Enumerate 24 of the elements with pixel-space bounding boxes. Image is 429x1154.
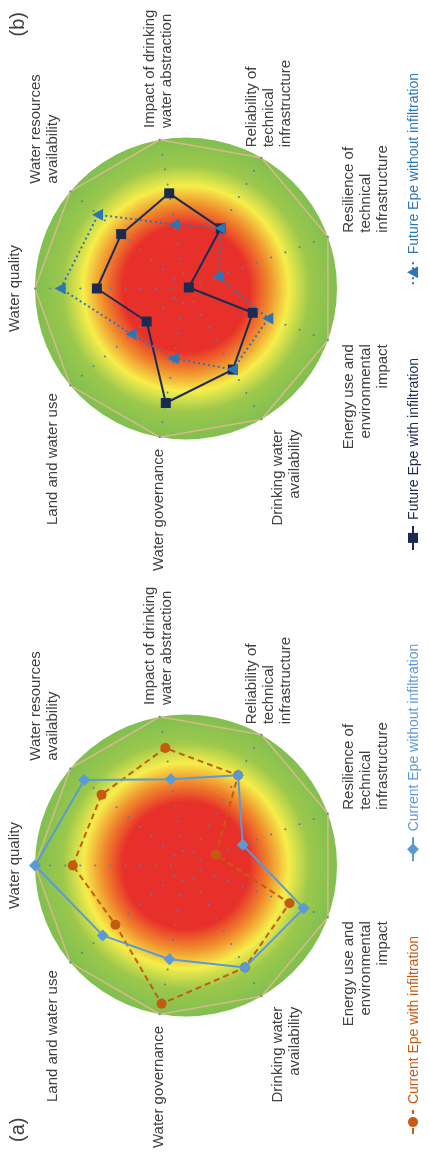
spoke-label: Land and water use (43, 970, 61, 1103)
spoke-label: Water resources availability (26, 651, 61, 761)
spoke-label: Energy use and environmental impact (339, 343, 391, 450)
text: Future Epe with infiltration (405, 358, 421, 520)
spoke-label: Drinking water availability (267, 429, 302, 526)
spoke-label: Energy use and environmental impact (339, 920, 391, 1027)
spoke-label: Reliability of technical infrastructure (241, 59, 293, 148)
text: Current Epe with infiltration (405, 936, 421, 1105)
spoke-label: Resilience of technical infrastructure (339, 145, 391, 233)
text: Future Epe without infiltration (405, 72, 421, 255)
spoke-label: Drinking water availability (267, 1006, 302, 1103)
spoke-label: Reliability of technical infrastructure (241, 636, 293, 725)
spoke-label: Water quality (5, 244, 22, 332)
spoke-label: Resilience of technical infrastructure (339, 722, 391, 810)
text: Current Epe without infiltration (405, 643, 421, 832)
spoke-label: Impact of drinking water abstraction (140, 9, 175, 129)
spoke-label: Land and water use (43, 393, 61, 526)
spoke-label: Impact of drinking water abstraction (140, 586, 175, 706)
spoke-label: Water quality (5, 821, 22, 909)
spoke-label: Water governance (148, 1026, 166, 1149)
text: (a) (6, 1117, 28, 1142)
chart-title: (b) (6, 12, 28, 37)
spoke-label: Water governance (148, 449, 166, 572)
spoke-label: Water resources availability (26, 74, 61, 184)
